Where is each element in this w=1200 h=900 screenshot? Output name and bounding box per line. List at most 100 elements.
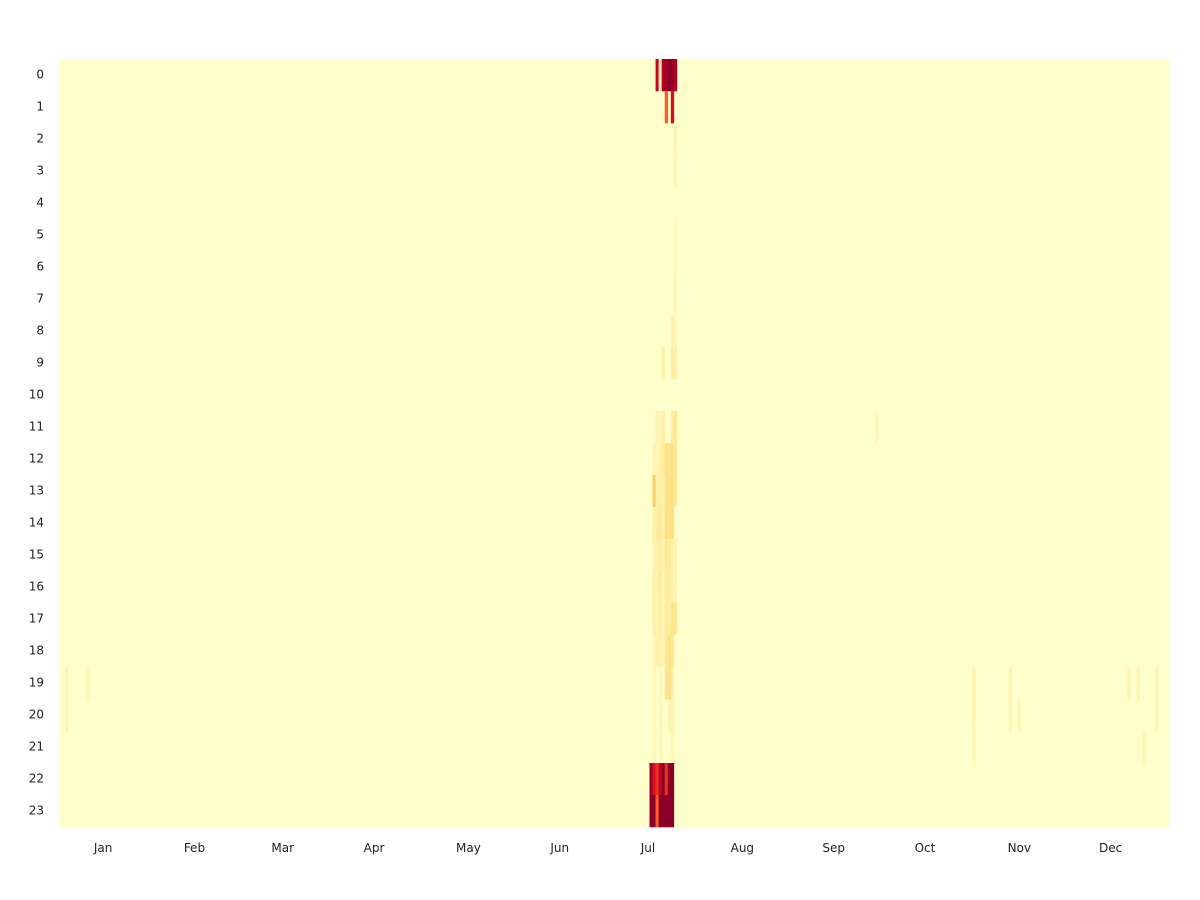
- heatmap-cell: [670, 763, 675, 796]
- x-tick-label: Dec: [1099, 841, 1122, 855]
- heatmap-cell: [667, 667, 672, 700]
- heatmap-cell: [664, 59, 669, 92]
- heatmap-cell: [658, 667, 662, 700]
- heatmap-cell: [673, 59, 678, 92]
- y-tick-label: 2: [36, 132, 44, 146]
- heatmap-cell: [655, 763, 659, 796]
- heatmap-cell: [661, 763, 666, 796]
- heatmap-cell: [1008, 699, 1013, 732]
- y-tick-label: 4: [36, 196, 44, 210]
- heatmap-cell: [658, 571, 662, 604]
- heatmap-cell: [652, 795, 656, 828]
- heatmap-cell: [655, 507, 659, 540]
- heatmap-cell: [655, 603, 659, 636]
- x-tick-label: Jun: [549, 841, 569, 855]
- heatmap-cell: [1154, 667, 1159, 700]
- x-tick-label: Feb: [184, 841, 205, 855]
- heatmap-cell: [649, 763, 653, 796]
- heatmap-cell: [658, 507, 662, 540]
- heatmap-cell: [65, 699, 69, 732]
- y-tick-label: 10: [29, 388, 44, 402]
- heatmap-cell: [673, 219, 678, 252]
- heatmap-background: [59, 59, 1170, 827]
- heatmap-cell: [652, 635, 656, 668]
- heatmap-cell: [655, 795, 659, 828]
- x-tick-label: Nov: [1008, 841, 1031, 855]
- y-tick-label: 18: [29, 644, 44, 658]
- heatmap-cell: [658, 539, 662, 572]
- y-tick-label: 16: [29, 580, 44, 594]
- heatmap-cell: [661, 443, 666, 476]
- heatmap-cell: [1127, 667, 1131, 700]
- heatmap-cell: [972, 667, 976, 700]
- heatmap-cell: [1008, 667, 1013, 700]
- heatmap-cell: [661, 507, 666, 540]
- heatmap-cell: [667, 699, 672, 732]
- heatmap-cell: [664, 635, 669, 668]
- heatmap-cell: [652, 731, 656, 764]
- heatmap-cell: [655, 539, 659, 572]
- heatmap-cell: [664, 507, 669, 540]
- heatmap-cell: [655, 571, 659, 604]
- heatmap-cell: [673, 603, 678, 636]
- heatmap-cell: [655, 475, 659, 508]
- heatmap-cell: [652, 539, 656, 572]
- y-tick-label: 3: [36, 164, 44, 178]
- heatmap-cell: [658, 411, 662, 444]
- y-tick-label: 0: [36, 68, 44, 82]
- heatmap-cell: [652, 603, 656, 636]
- heatmap-cell: [673, 443, 678, 476]
- heatmap-cell: [1154, 699, 1159, 732]
- heatmap-cell: [670, 795, 675, 828]
- heatmap-cell: [65, 667, 69, 700]
- heatmap-cell: [652, 475, 656, 508]
- heatmap-cell: [972, 699, 976, 732]
- heatmap-cell: [661, 347, 666, 380]
- heatmap-cell: [661, 539, 666, 572]
- heatmap-cell: [667, 443, 672, 476]
- heatmap-cell: [652, 667, 656, 700]
- x-tick-label: May: [456, 841, 481, 855]
- y-tick-label: 15: [29, 548, 44, 562]
- heatmap-cell: [673, 123, 678, 156]
- heatmap-cell: [655, 411, 659, 444]
- y-tick-label: 22: [29, 772, 44, 786]
- y-tick-label: 17: [29, 612, 44, 626]
- heatmap-cell: [670, 635, 675, 668]
- x-tick-label: Aug: [731, 841, 754, 855]
- heatmap-cell: [664, 475, 669, 508]
- x-tick-label: Mar: [271, 841, 294, 855]
- heatmap-cell: [667, 475, 672, 508]
- x-tick-label: Oct: [915, 841, 936, 855]
- heatmap-cell: [1142, 731, 1146, 764]
- heatmap-cell: [670, 507, 675, 540]
- heatmap-cell: [664, 763, 669, 796]
- heatmap-cell: [655, 635, 659, 668]
- heatmap-cell: [673, 315, 678, 348]
- heatmap-cell: [658, 603, 662, 636]
- y-tick-label: 12: [29, 452, 44, 466]
- y-tick-label: 21: [29, 740, 44, 754]
- x-tick-label: Jan: [93, 841, 113, 855]
- heatmap-cell: [661, 603, 666, 636]
- heatmap-cell: [658, 59, 662, 92]
- heatmap-cell: [661, 795, 666, 828]
- y-tick-label: 6: [36, 260, 44, 274]
- y-tick-label: 9: [36, 356, 44, 370]
- x-axis-tick-labels: Jan Feb Mar Apr May Jun Jul Aug Sep Oct Nov Dec: [93, 841, 1122, 855]
- heatmap-cell: [658, 475, 662, 508]
- heatmap-cell: [664, 443, 669, 476]
- y-tick-label: 13: [29, 484, 44, 498]
- heatmap-cell: [658, 731, 662, 764]
- heatmap-cell: [655, 443, 659, 476]
- heatmap-cell: [658, 795, 662, 828]
- y-tick-label: 19: [29, 676, 44, 690]
- heatmap-cell: [673, 411, 678, 444]
- heatmap-cell: [670, 443, 675, 476]
- heatmap-cell: [661, 571, 666, 604]
- y-tick-label: 20: [29, 708, 44, 722]
- y-tick-label: 14: [29, 516, 44, 530]
- heatmap-cell: [658, 763, 662, 796]
- y-tick-label: 11: [29, 420, 44, 434]
